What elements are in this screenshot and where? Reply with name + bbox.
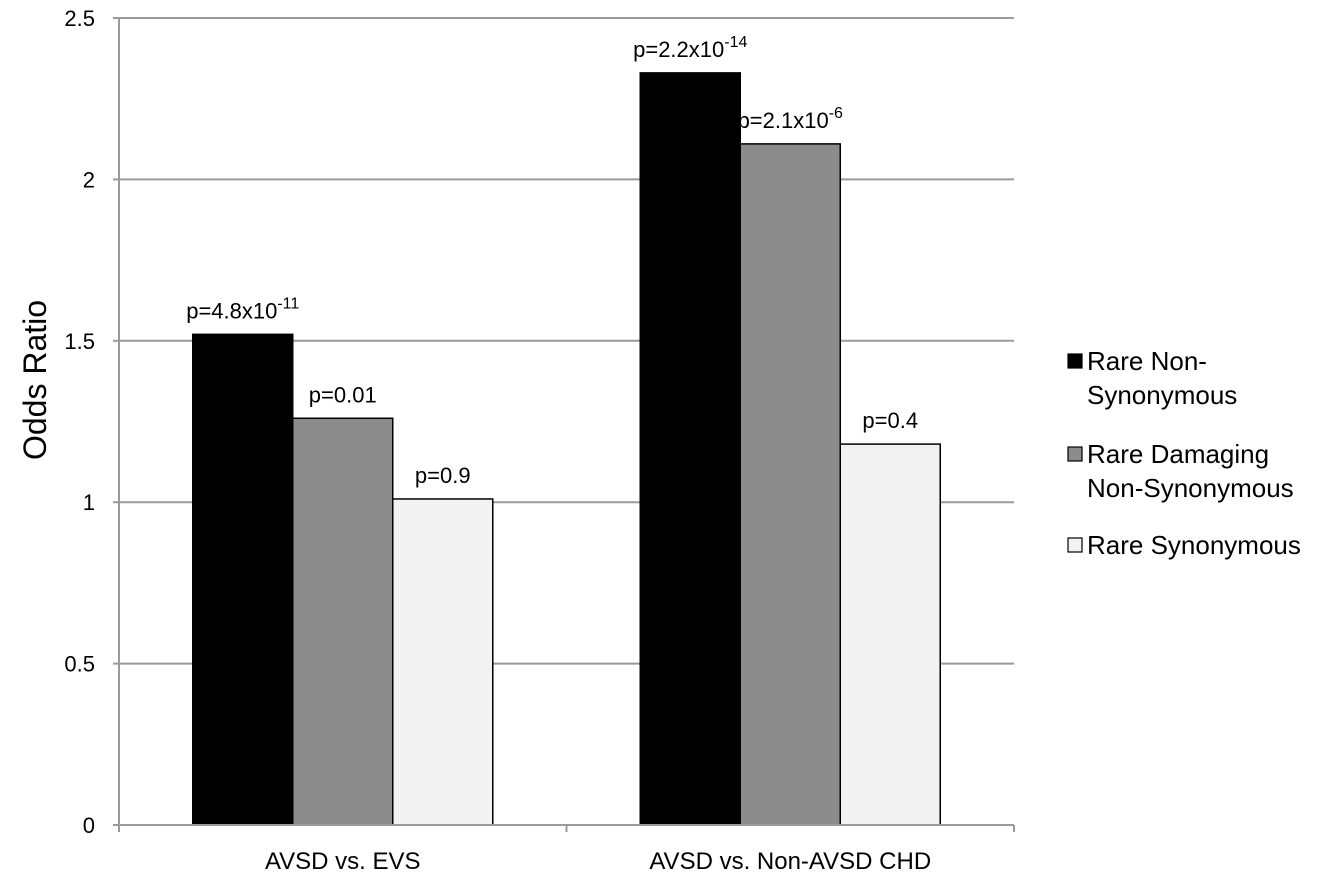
y-tick-label: 1.5 [64,329,95,354]
bar-value-label: p=0.4 [862,408,918,433]
legend: Rare Non- Synonymous Rare Damaging Non-Syno… [1067,346,1301,560]
legend-item: Rare Damaging Non-Synonymous [1067,439,1294,503]
bar [192,333,294,826]
axes [113,17,1015,832]
legend-label: Rare Damaging [1087,439,1269,469]
legend-swatch [1067,353,1083,369]
y-tick-label: 0 [83,813,95,838]
legend-swatch [1067,446,1083,462]
y-tick-labels: 0 0.5 1 1.5 2 2.5 [64,6,95,838]
legend-item: Rare Non- Synonymous [1067,346,1237,410]
y-tick-label: 2.5 [64,6,95,31]
bar [392,498,494,826]
legend-label: Synonymous [1087,380,1237,410]
legend-label: Non-Synonymous [1087,473,1294,503]
bar-value-label: p=2.2x10-14 [633,34,747,62]
bar-value-label: p=0.01 [309,382,377,407]
bar [739,143,841,826]
x-category-label: AVSD vs. EVS [265,848,421,873]
bar-value-label: p=2.1x10-6 [738,105,843,133]
legend-swatch [1067,537,1083,553]
bar [292,417,394,826]
bar-value-label: p=0.9 [415,463,471,488]
y-tick-label: 0.5 [64,652,95,677]
bar [639,72,741,826]
y-tick-label: 1 [83,490,95,515]
bar-value-labels: p=4.8x10-11 p=0.01 p=0.9 p=2.2x10-14 p=2.1x1… [186,34,918,488]
bar [839,443,941,826]
y-tick-label: 2 [83,167,95,192]
x-category-label: AVSD vs. Non-AVSD CHD [649,848,931,873]
bars [192,72,941,826]
legend-label: Rare Synonymous [1087,530,1301,560]
y-axis-title: Odds Ratio [17,300,53,460]
legend-item: Rare Synonymous [1067,530,1301,560]
x-category-labels: AVSD vs. EVS AVSD vs. Non-AVSD CHD [265,848,931,873]
bar-value-label: p=4.8x10-11 [186,295,299,323]
legend-label: Rare Non- [1087,346,1207,376]
